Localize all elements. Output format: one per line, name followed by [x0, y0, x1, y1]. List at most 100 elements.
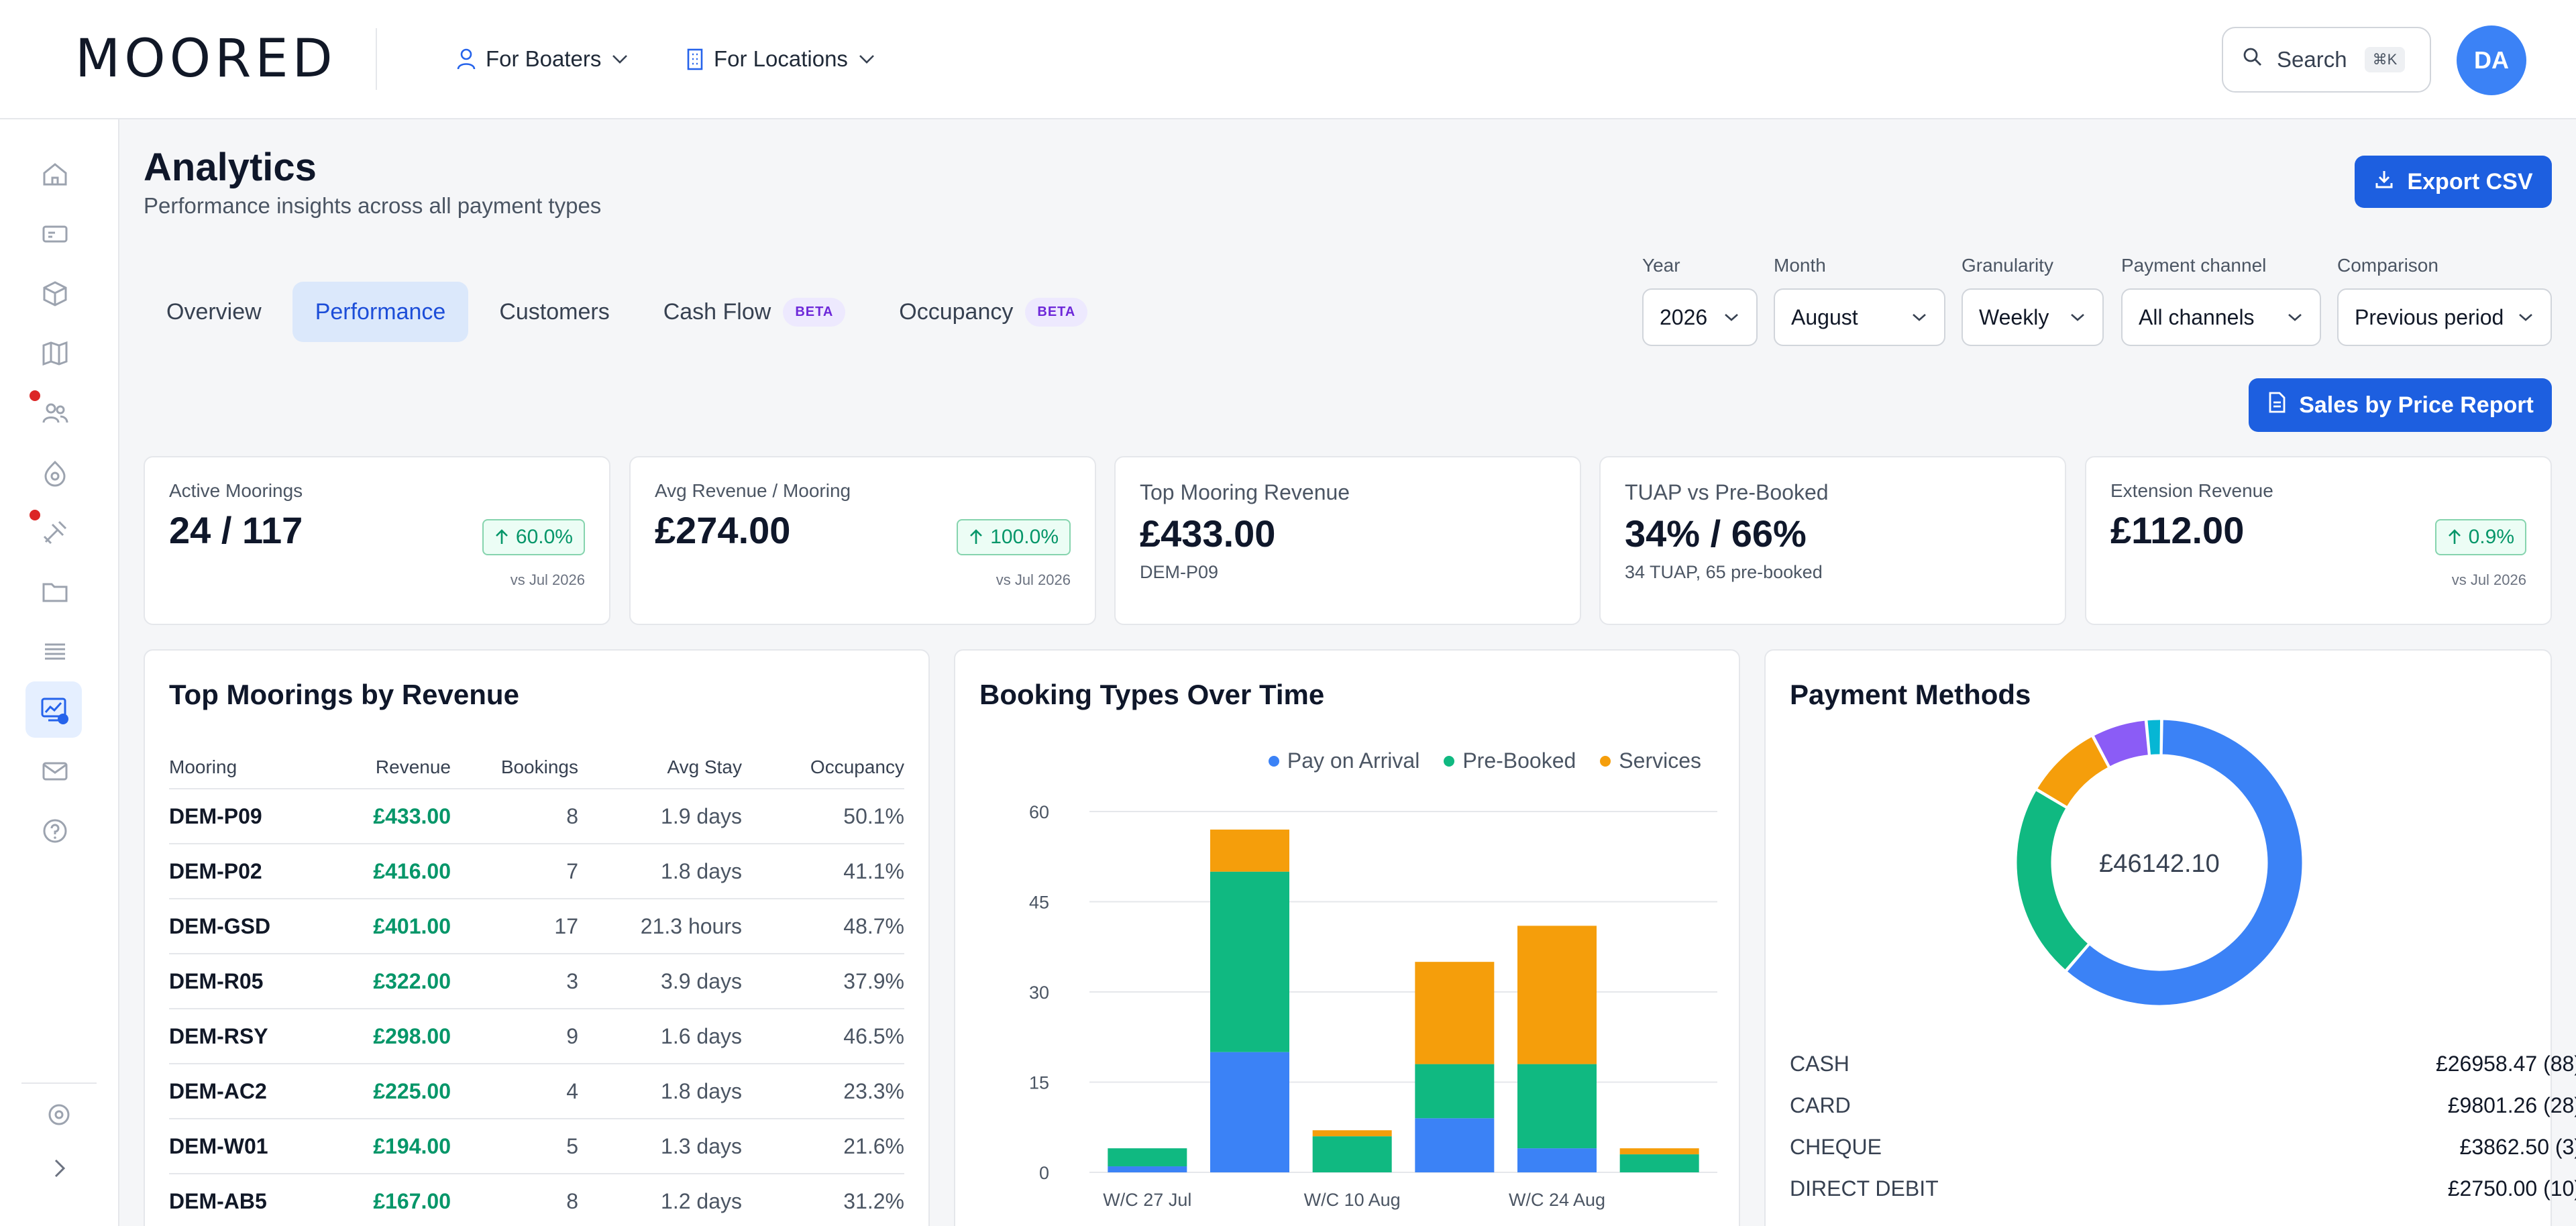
folder-icon[interactable]: [35, 572, 75, 612]
download-icon: [2373, 168, 2395, 196]
for-locations-menu[interactable]: For Locations: [686, 40, 876, 78]
top-bar: MOORED For Boaters For Locations Search …: [0, 0, 2576, 119]
chevron-right-icon[interactable]: [39, 1148, 79, 1188]
year-filter: Year 2026: [1642, 255, 1758, 346]
table-row[interactable]: DEM-GSD £401.00 17 21.3 hours 48.7%: [169, 899, 904, 954]
notification-dot: [30, 390, 40, 401]
bookings-cell: 4: [451, 1064, 578, 1119]
kpi-label: TUAP vs Pre-Booked: [1625, 480, 1829, 504]
payment-methods-panel: Payment Methods £46142.10 CASH £26958.47 …: [1764, 649, 2576, 1226]
for-boaters-menu[interactable]: For Boaters: [456, 40, 629, 78]
settings-icon[interactable]: [39, 1095, 79, 1135]
mooring-cell: DEM-AC2: [169, 1064, 317, 1119]
page-title: Analytics: [144, 146, 317, 189]
y-tick-label: 15: [1029, 1073, 1049, 1093]
list-icon[interactable]: [35, 632, 75, 672]
comparison-select[interactable]: Previous period: [2337, 288, 2552, 346]
bar-segment: [1415, 1064, 1495, 1119]
panel-title: Top Moorings by Revenue: [169, 679, 519, 710]
chevron-down-icon: [1913, 314, 1926, 321]
legend-swatch: [1600, 755, 1611, 767]
column-header[interactable]: Bookings: [451, 746, 578, 789]
mooring-cell: DEM-AB5: [169, 1174, 317, 1226]
mooring-cell: DEM-W01: [169, 1119, 317, 1174]
bar-segment: [1415, 962, 1495, 1064]
mooring-cell: DEM-GSD: [169, 899, 317, 954]
occupancy-cell: 48.7%: [742, 899, 904, 954]
anchor-icon[interactable]: [35, 453, 75, 493]
home-icon[interactable]: [35, 154, 75, 194]
help-icon[interactable]: [35, 811, 75, 851]
logo-text: MOORED: [75, 29, 337, 89]
avg-stay-cell: 1.8 days: [578, 844, 742, 899]
analytics-icon[interactable]: [25, 681, 82, 738]
panel-title: Payment Methods: [1790, 679, 2031, 710]
divider: [376, 28, 377, 90]
chevron-down-icon: [2519, 314, 2532, 321]
search-button[interactable]: Search ⌘K: [2222, 27, 2431, 93]
tab-overview[interactable]: Overview: [144, 282, 284, 342]
legend-item[interactable]: Pre-Booked: [1444, 748, 1576, 773]
notification-dot: [30, 510, 40, 520]
kpi-subtext: 34 TUAP, 65 pre-booked: [1625, 562, 1823, 582]
table-row[interactable]: DEM-R05 £322.00 3 3.9 days 37.9%: [169, 954, 904, 1009]
users-icon[interactable]: [35, 393, 75, 433]
tab-customers[interactable]: Customers: [476, 282, 632, 342]
column-header[interactable]: Revenue: [317, 746, 451, 789]
export-csv-button[interactable]: Export CSV: [2355, 156, 2552, 208]
table-row[interactable]: DEM-W01 £194.00 5 1.3 days 21.6%: [169, 1119, 904, 1174]
occupancy-cell: 46.5%: [742, 1009, 904, 1064]
payment-channel-select[interactable]: All channels: [2121, 288, 2321, 346]
occupancy-cell: 23.3%: [742, 1064, 904, 1119]
box-icon[interactable]: [35, 274, 75, 314]
change-badge: 100.0%: [957, 519, 1071, 555]
select-value: August: [1791, 304, 1858, 329]
kpi-card-extension-revenue: Extension Revenue £112.00 0.9% vs Jul 20…: [2085, 456, 2552, 625]
kpi-label: Extension Revenue: [2110, 480, 2273, 501]
comparison-note: vs Jul 2026: [510, 571, 585, 588]
building-icon: [686, 48, 704, 70]
kpi-card-top-mooring-revenue: Top Mooring Revenue £433.00 DEM-P09: [1114, 456, 1581, 625]
map-icon[interactable]: [35, 333, 75, 374]
sales-by-price-report-button[interactable]: Sales by Price Report: [2249, 378, 2552, 432]
beta-badge: BETA: [783, 297, 846, 327]
month-select[interactable]: August: [1774, 288, 1945, 346]
tab-label: Occupancy: [899, 298, 1014, 325]
tab-occupancy[interactable]: Occupancy BETA: [876, 282, 1110, 342]
occupancy-cell: 31.2%: [742, 1174, 904, 1226]
tools-icon[interactable]: [35, 512, 75, 553]
tab-cash-flow[interactable]: Cash Flow BETA: [641, 282, 869, 342]
table-row[interactable]: DEM-P02 £416.00 7 1.8 days 41.1%: [169, 844, 904, 899]
payment-channel-filter: Payment channel All channels: [2121, 255, 2321, 346]
legend-item[interactable]: Services: [1600, 748, 1701, 773]
ticket-icon[interactable]: [35, 214, 75, 254]
column-header[interactable]: Mooring: [169, 746, 317, 789]
column-header[interactable]: Occupancy: [742, 746, 904, 789]
method-value: £26958.47 (88): [2435, 1052, 2576, 1076]
year-select[interactable]: 2026: [1642, 288, 1758, 346]
table-row[interactable]: DEM-AB5 £167.00 8 1.2 days 31.2%: [169, 1174, 904, 1226]
mail-icon[interactable]: [35, 751, 75, 791]
table-row[interactable]: DEM-AC2 £225.00 4 1.8 days 23.3%: [169, 1064, 904, 1119]
column-header[interactable]: Avg Stay: [578, 746, 742, 789]
filter-label: Payment channel: [2121, 255, 2267, 276]
bar-segment: [1210, 1052, 1289, 1172]
bar-segment: [1619, 1148, 1699, 1155]
granularity-select[interactable]: Weekly: [1962, 288, 2104, 346]
method-label: CHEQUE: [1790, 1135, 1882, 1159]
granularity-filter: Granularity Weekly: [1962, 255, 2104, 346]
user-avatar[interactable]: DA: [2457, 25, 2526, 95]
booking-types-panel: Booking Types Over Time Pay on Arrival P…: [954, 649, 1740, 1226]
kpi-value: £433.00: [1140, 512, 1276, 555]
mooring-cell: DEM-RSY: [169, 1009, 317, 1064]
legend-item[interactable]: Pay on Arrival: [1268, 748, 1419, 773]
tab-performance[interactable]: Performance: [292, 282, 469, 342]
revenue-cell: £225.00: [317, 1064, 451, 1119]
search-icon: [2242, 46, 2263, 73]
table-row[interactable]: DEM-P09 £433.00 8 1.9 days 50.1%: [169, 789, 904, 844]
table-row[interactable]: DEM-RSY £298.00 9 1.6 days 46.5%: [169, 1009, 904, 1064]
bar-segment: [1517, 1148, 1597, 1172]
moored-logo[interactable]: MOORED: [75, 27, 333, 91]
bookings-cell: 8: [451, 789, 578, 844]
comparison-note: vs Jul 2026: [2451, 571, 2526, 588]
